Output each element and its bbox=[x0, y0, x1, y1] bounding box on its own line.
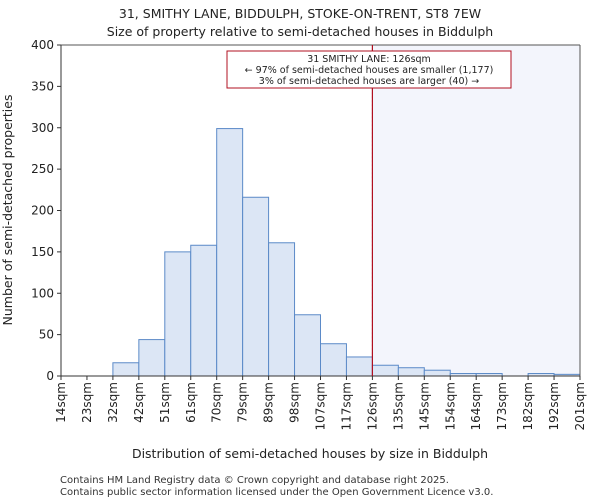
x-axis-label: Distribution of semi-detached houses by … bbox=[132, 446, 488, 461]
y-tick-label: 0 bbox=[46, 369, 54, 383]
x-tick-label: 14sqm bbox=[54, 382, 68, 423]
y-tick-label: 100 bbox=[31, 286, 54, 300]
x-tick-label: 51sqm bbox=[158, 382, 172, 423]
histogram-bar bbox=[190, 244, 218, 377]
x-tick-label: 201sqm bbox=[573, 382, 587, 430]
x-tick-label: 79sqm bbox=[236, 382, 250, 423]
x-tick-label: 117sqm bbox=[339, 382, 353, 430]
chart-title-line2: Size of property relative to semi-detach… bbox=[107, 24, 493, 39]
x-tick-label: 98sqm bbox=[288, 382, 302, 423]
x-tick-label: 182sqm bbox=[521, 382, 535, 430]
x-tick-label: 61sqm bbox=[184, 382, 198, 423]
chart-title-line1: 31, SMITHY LANE, BIDDULPH, STOKE-ON-TREN… bbox=[119, 6, 481, 21]
x-tick-label: 23sqm bbox=[80, 382, 94, 423]
x-tick-label: 154sqm bbox=[443, 382, 457, 430]
y-axis-label: Number of semi-detached properties bbox=[0, 95, 15, 326]
histogram-bar bbox=[345, 356, 373, 377]
x-tick-label: 192sqm bbox=[547, 382, 561, 430]
histogram-bar bbox=[397, 367, 425, 377]
x-tick-label: 126sqm bbox=[365, 382, 379, 430]
y-tick-label: 50 bbox=[39, 328, 54, 342]
y-tick-label: 300 bbox=[31, 121, 54, 135]
x-tick-label: 135sqm bbox=[391, 382, 405, 430]
histogram-bar bbox=[112, 362, 140, 377]
footer-line2: Contains public sector information licen… bbox=[60, 487, 493, 498]
histogram-bar bbox=[138, 339, 166, 377]
annotation-line3: 3% of semi-detached houses are larger (4… bbox=[259, 76, 479, 87]
histogram-bar bbox=[320, 343, 347, 377]
y-tick-label: 350 bbox=[31, 79, 54, 93]
histogram-bar bbox=[242, 196, 270, 377]
x-tick-label: 32sqm bbox=[106, 382, 120, 423]
annotation-box bbox=[226, 50, 512, 89]
x-tick-label: 89sqm bbox=[262, 382, 276, 423]
annotation-line1: 31 SMITHY LANE: 126sqm bbox=[307, 54, 431, 65]
y-tick-label: 150 bbox=[31, 245, 54, 259]
y-tick-label: 400 bbox=[31, 38, 54, 52]
x-tick-label: 42sqm bbox=[132, 382, 146, 423]
y-tick-label: 250 bbox=[31, 162, 54, 176]
x-tick-label: 107sqm bbox=[314, 382, 328, 430]
x-tick-label: 145sqm bbox=[417, 382, 431, 430]
footer-line1: Contains HM Land Registry data © Crown c… bbox=[60, 475, 449, 486]
y-tick-label: 200 bbox=[31, 204, 54, 218]
histogram-bar bbox=[216, 128, 244, 377]
histogram-bar bbox=[423, 369, 451, 377]
histogram-bar bbox=[294, 314, 321, 377]
histogram-bar bbox=[164, 251, 192, 377]
highlight-region bbox=[371, 44, 581, 377]
x-tick-label: 164sqm bbox=[469, 382, 483, 430]
histogram-bar bbox=[268, 242, 296, 377]
annotation-line2: ← 97% of semi-detached houses are smalle… bbox=[245, 65, 494, 76]
x-tick-label: 70sqm bbox=[210, 382, 224, 423]
x-tick-label: 173sqm bbox=[495, 382, 509, 430]
histogram-bar bbox=[371, 364, 399, 377]
